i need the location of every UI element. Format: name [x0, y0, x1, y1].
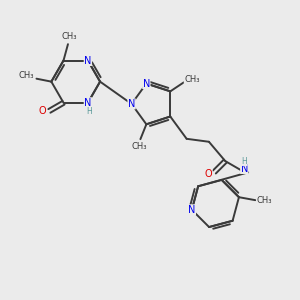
- Text: N: N: [84, 56, 92, 65]
- Text: N: N: [241, 164, 248, 173]
- Text: N: N: [143, 79, 150, 88]
- Text: H: H: [242, 157, 247, 166]
- Text: CH₃: CH₃: [18, 71, 34, 80]
- Text: N: N: [188, 205, 196, 215]
- Text: CH₃: CH₃: [256, 196, 272, 205]
- Text: H: H: [86, 106, 92, 116]
- Text: N: N: [128, 99, 135, 109]
- Text: O: O: [39, 106, 46, 116]
- Text: O: O: [205, 169, 212, 178]
- Text: N: N: [84, 98, 92, 108]
- Text: CH₃: CH₃: [184, 75, 200, 84]
- Text: CH₃: CH₃: [61, 32, 76, 41]
- Text: CH₃: CH₃: [131, 142, 147, 151]
